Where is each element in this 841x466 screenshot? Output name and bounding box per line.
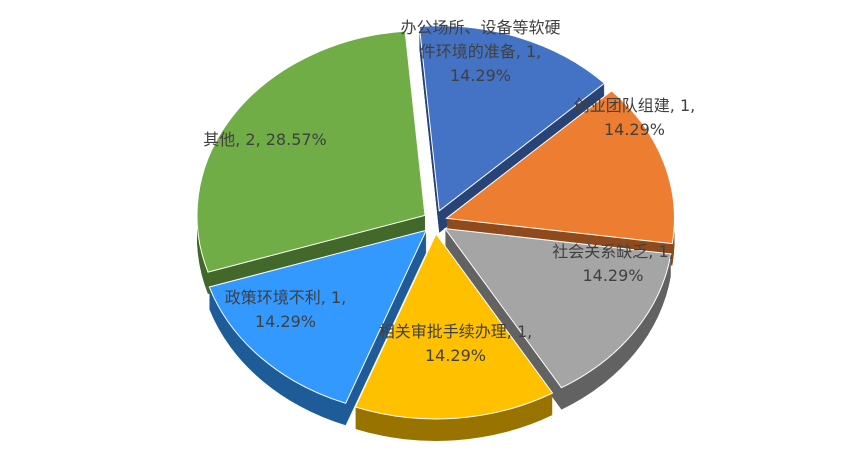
data-label: 相关审批手续办理, 1, 14.29%: [378, 322, 533, 365]
slice: [196, 30, 426, 273]
slice: [208, 229, 428, 404]
data-label: 政策环境不利, 1, 14.29%: [224, 288, 347, 331]
slice: [354, 232, 554, 420]
data-label-box: 办公场所、设备等软硬件环境的准备, 1, 14.29%: [400, 18, 561, 85]
data-label: 其他, 2, 28.57%: [203, 130, 327, 149]
data-label: 办公场所、设备等软硬件环境的准备, 1, 14.29%: [400, 18, 561, 85]
data-label-box: 政策环境不利, 1, 14.29%: [224, 288, 347, 331]
slice: [418, 25, 606, 212]
slice: [443, 228, 672, 389]
data-label-box: 相关审批手续办理, 1, 14.29%: [378, 322, 533, 365]
data-label-box: 其他, 2, 28.57%: [203, 130, 327, 149]
data-label-box: 社会关系缺乏, 1, 14.29%: [552, 242, 674, 285]
slice: [445, 90, 675, 245]
data-label: 创业团队组建, 1, 14.29%: [573, 96, 696, 139]
data-label-box: 创业团队组建, 1, 14.29%: [573, 96, 696, 139]
data-label: 社会关系缺乏, 1, 14.29%: [552, 242, 674, 285]
